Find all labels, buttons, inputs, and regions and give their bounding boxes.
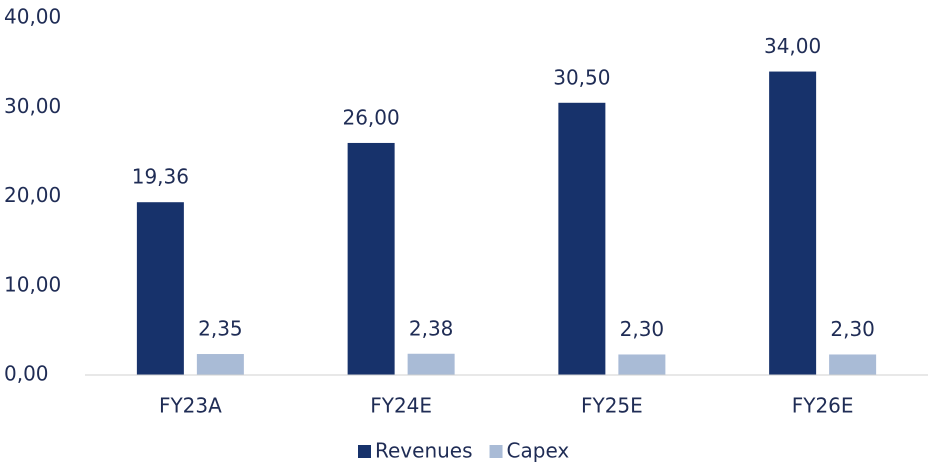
data-label: 34,00	[764, 34, 821, 58]
y-tick-label: 0,00	[4, 362, 49, 386]
x-tick-label: FY23A	[159, 394, 222, 418]
bar	[769, 71, 817, 376]
data-label: 30,50	[553, 65, 610, 89]
y-tick-label: 30,00	[4, 94, 61, 118]
bar	[558, 102, 606, 375]
y-tick-label: 10,00	[4, 272, 61, 296]
x-tick-label: FY25E	[581, 394, 643, 418]
data-label: 26,00	[342, 105, 399, 129]
y-tick-label: 40,00	[4, 5, 61, 29]
y-tick-label: 20,00	[4, 183, 61, 207]
bar	[618, 354, 666, 375]
x-tick-label: FY24E	[370, 394, 432, 418]
bar	[407, 353, 455, 375]
data-label: 19,36	[132, 165, 189, 189]
bar	[136, 202, 184, 375]
bar	[347, 142, 395, 375]
bar	[829, 354, 877, 375]
legend-label: Capex	[507, 439, 570, 463]
data-label: 2,30	[830, 317, 875, 341]
legend-label: Revenues	[375, 439, 473, 463]
legend-swatch	[489, 445, 503, 458]
bar	[196, 354, 244, 375]
x-tick-label: FY26E	[792, 394, 854, 418]
data-label: 2,35	[198, 317, 243, 341]
data-label: 2,30	[620, 317, 665, 341]
legend-swatch	[358, 445, 371, 458]
data-label: 2,38	[409, 316, 454, 340]
